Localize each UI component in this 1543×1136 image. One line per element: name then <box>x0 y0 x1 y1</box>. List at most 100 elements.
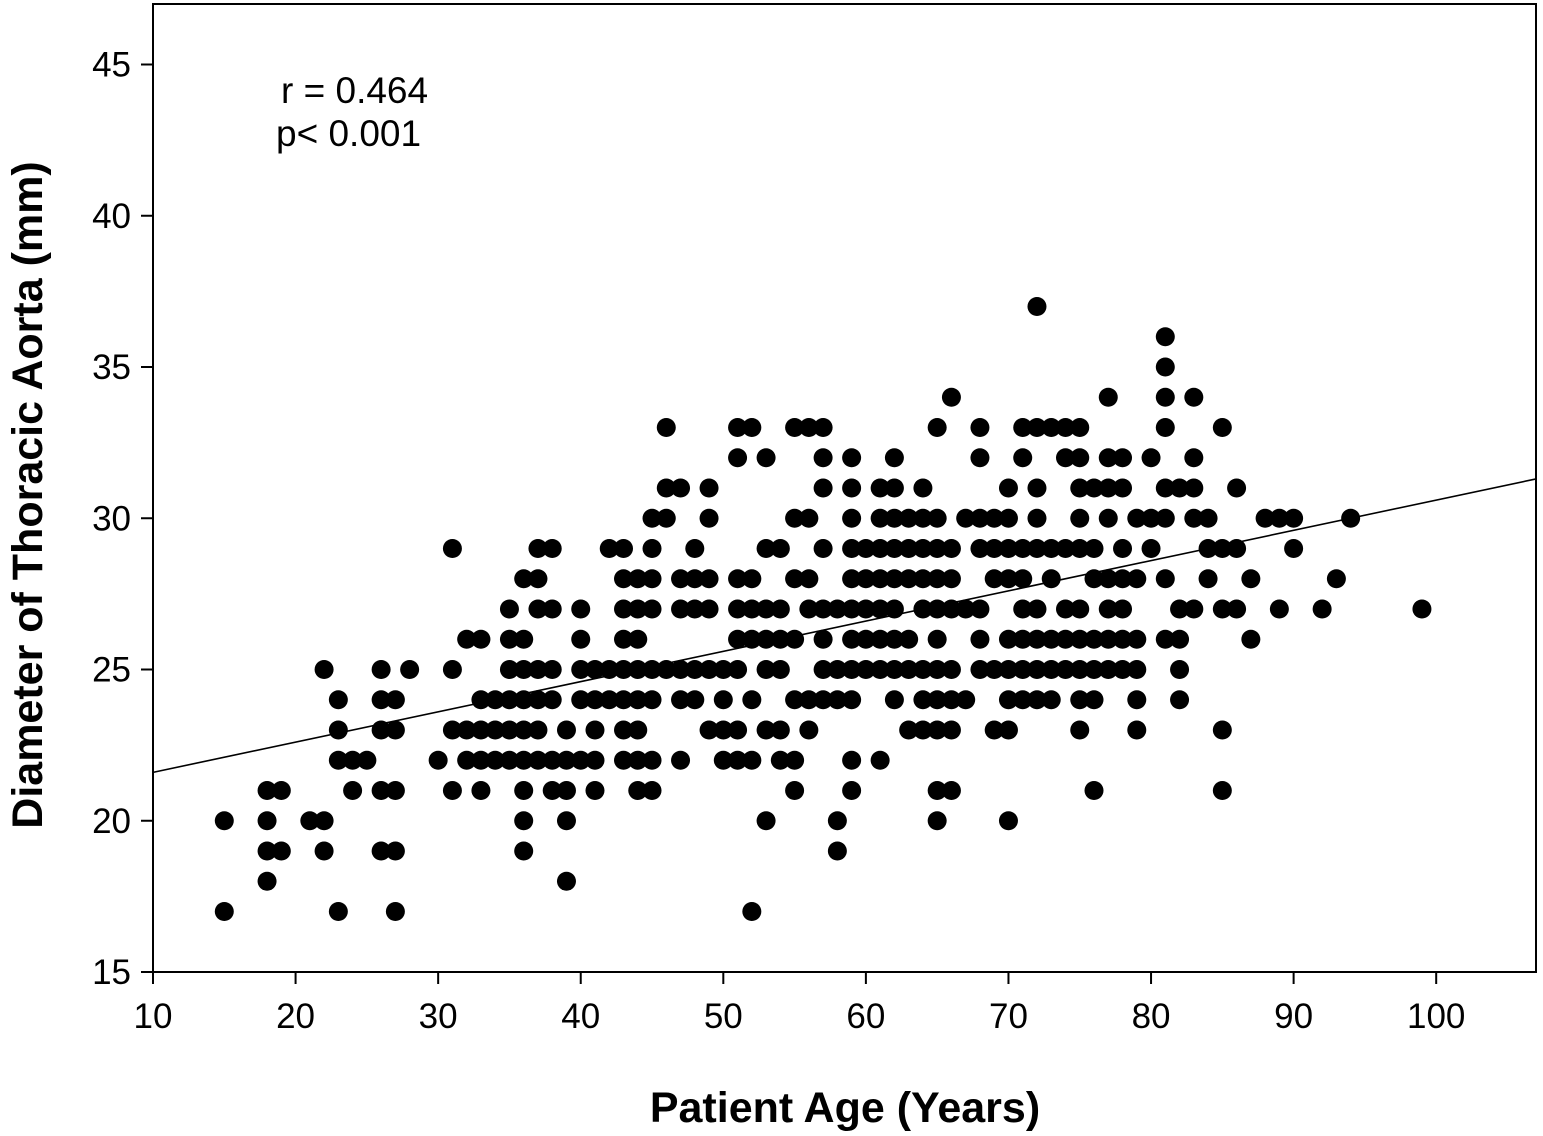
data-point <box>1198 508 1218 528</box>
data-point <box>371 690 391 710</box>
data-point <box>1027 629 1047 649</box>
data-point <box>514 660 534 679</box>
data-point <box>314 660 334 679</box>
data-point <box>799 508 819 528</box>
data-point <box>571 690 591 710</box>
data-point <box>442 781 462 800</box>
data-point <box>842 539 862 558</box>
data-point <box>685 660 705 679</box>
data-point <box>785 508 805 528</box>
data-point <box>998 478 1018 498</box>
data-point <box>984 569 1004 589</box>
data-point <box>956 508 976 528</box>
data-point <box>300 811 320 831</box>
data-point <box>1113 569 1133 589</box>
data-point <box>1127 629 1147 649</box>
data-point <box>970 418 990 437</box>
data-point <box>671 569 691 589</box>
data-point <box>699 660 719 679</box>
data-point <box>257 841 277 861</box>
data-point <box>884 539 904 558</box>
data-point <box>785 629 805 649</box>
data-point <box>785 418 805 437</box>
data-point <box>870 660 890 679</box>
data-point <box>927 629 947 649</box>
data-point <box>1127 720 1147 740</box>
data-point <box>1241 569 1261 589</box>
data-point <box>656 508 676 528</box>
data-point <box>1155 629 1175 649</box>
data-point <box>842 781 862 800</box>
data-point <box>514 629 534 649</box>
data-point <box>1113 660 1133 679</box>
data-point <box>1113 599 1133 619</box>
data-point <box>927 539 947 558</box>
data-point <box>728 599 748 619</box>
data-point <box>927 508 947 528</box>
data-point <box>1041 690 1061 710</box>
data-point <box>328 720 348 740</box>
x-axis-title: Patient Age (Years) <box>650 1084 1040 1132</box>
data-point <box>1184 508 1204 528</box>
data-point <box>385 781 405 800</box>
x-tick-label: 70 <box>989 997 1028 1036</box>
data-point <box>385 690 405 710</box>
plot-frame <box>152 3 1537 973</box>
data-point <box>827 660 847 679</box>
data-point <box>913 660 933 679</box>
y-tick-label: 35 <box>92 348 131 387</box>
data-point <box>385 720 405 740</box>
data-point <box>799 720 819 740</box>
data-point <box>956 599 976 619</box>
data-point <box>371 841 391 861</box>
data-point <box>699 508 719 528</box>
data-point <box>827 690 847 710</box>
data-point <box>542 781 562 800</box>
data-point <box>1312 599 1332 619</box>
data-point <box>614 690 634 710</box>
data-point <box>428 750 448 770</box>
y-tick-label: 45 <box>92 46 131 85</box>
data-point <box>799 418 819 437</box>
data-point <box>328 750 348 770</box>
data-point <box>842 750 862 770</box>
data-point <box>528 750 548 770</box>
data-point <box>471 629 491 649</box>
annotation-r: r = 0.464 <box>281 70 428 111</box>
x-tick-label: 20 <box>276 997 315 1036</box>
data-point <box>385 902 405 921</box>
data-point <box>1027 539 1047 558</box>
data-point <box>699 478 719 498</box>
data-point <box>870 478 890 498</box>
data-point <box>856 569 876 589</box>
data-point <box>1113 629 1133 649</box>
data-point <box>1013 629 1033 649</box>
data-point <box>1170 629 1190 649</box>
data-point <box>1070 720 1090 740</box>
data-point <box>1184 478 1204 498</box>
data-point <box>614 539 634 558</box>
data-point <box>1141 539 1161 558</box>
x-tick-label: 80 <box>1132 997 1171 1036</box>
data-point <box>770 750 790 770</box>
data-point <box>785 781 805 800</box>
data-point <box>884 478 904 498</box>
data-point <box>442 720 462 740</box>
data-point <box>742 599 762 619</box>
data-point <box>371 781 391 800</box>
data-point <box>713 750 733 770</box>
data-point <box>556 750 576 770</box>
data-point <box>499 629 519 649</box>
data-point <box>1070 690 1090 710</box>
data-point <box>998 539 1018 558</box>
data-point <box>813 599 833 619</box>
data-point <box>941 387 961 407</box>
data-point <box>699 569 719 589</box>
data-point <box>671 599 691 619</box>
data-point <box>1013 690 1033 710</box>
data-point <box>785 750 805 770</box>
data-point <box>599 690 619 710</box>
data-point <box>328 690 348 710</box>
data-point <box>671 478 691 498</box>
data-point <box>528 539 548 558</box>
